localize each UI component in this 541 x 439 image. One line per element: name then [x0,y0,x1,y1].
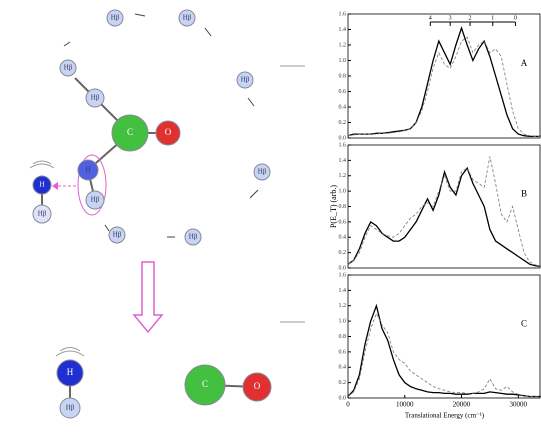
y-axis-label: P(E_T) (arb.) [329,185,338,228]
plot-frame [348,14,540,138]
y-tick-label: 1.0 [339,319,347,325]
x-tick-label: 0 [346,401,350,409]
y-tick-label: 0.0 [339,265,347,271]
atom-label: Hβ [189,233,198,241]
comb-label: 3 [449,15,452,21]
atom-label: Hβ [66,404,75,412]
y-tick-label: 0.2 [339,380,347,386]
panel-label: B [521,189,527,199]
y-tick-label: 0.6 [339,219,347,225]
atom-label: Hβ [111,14,120,22]
y-tick-label: 1.2 [339,42,347,48]
series-line [348,168,541,266]
y-tick-label: 0.6 [339,349,347,355]
diagram: Hβ Hβ Hβ Hβ Hβ Hβ Hβ Hβ C O H Hβ H Hβ H Hβ C O [30,10,305,418]
atom-label: Hβ [91,196,100,204]
series-line [348,306,541,397]
atom-label: Hβ [258,168,267,176]
y-tick-label: 1.2 [339,303,347,309]
atom-label: Hβ [183,14,192,22]
series-line [348,28,541,136]
atom-label: C [127,127,133,137]
y-tick-label: 1.2 [339,173,347,179]
comb-label: 4 [429,15,432,21]
y-tick-label: 0.4 [339,235,347,241]
x-tick-label: 20000 [453,401,471,409]
wave-icon [56,348,84,357]
comb-label: 1 [491,15,494,21]
x-tick-label: 10000 [396,401,414,409]
plot-frame [348,145,540,268]
x-axis-label: Translational Energy (cm⁻¹) [405,412,485,420]
arrowhead [52,182,58,190]
comb-label: 2 [469,15,472,21]
y-tick-label: 1.4 [339,27,347,33]
atom-label: Hβ [91,94,100,102]
reaction-arrow [134,262,162,332]
y-tick-label: 0.8 [339,334,347,340]
y-tick-label: 0.4 [339,365,347,371]
atom-label: O [165,127,172,137]
y-tick-label: 1.4 [339,158,347,164]
y-tick-label: 1.6 [339,11,347,17]
y-tick-label: 0.8 [339,204,347,210]
y-tick-label: 1.0 [339,58,347,64]
atom-label: Hβ [241,76,250,84]
series-line [348,313,541,396]
y-tick-label: 0.6 [339,89,347,95]
y-tick-label: 0.2 [339,250,347,256]
atom-label: H [39,181,44,189]
y-tick-label: 0.4 [339,104,347,110]
atom-label: Hβ [113,231,122,239]
atom-label: O [254,381,261,391]
panel-label: C [521,319,527,329]
y-tick-label: 1.4 [339,288,347,294]
x-tick-label: 30000 [510,401,528,409]
y-tick-label: 1.0 [339,189,347,195]
y-tick-label: 1.6 [339,272,347,278]
comb-label: 0 [514,15,517,21]
plots: 0.0 0.2 0.4 0.6 0.8 1.0 1.2 1.4 1.6 4 3 2 1 0 A 0.0 0.2 0… [329,11,541,419]
figure: HβHβHβHβHβHβHβHβCOHHβHHβHHβCO 0.00.20.40… [0,0,541,439]
atom-label: H [85,166,90,174]
y-tick-label: 0.0 [339,395,347,401]
panel-label: A [521,58,528,68]
y-tick-label: 0.0 [339,135,347,141]
atom-label: C [202,379,208,389]
y-tick-label: 0.2 [339,120,347,126]
y-tick-label: 0.8 [339,73,347,79]
atom-label: Hβ [64,64,73,72]
atom-label: Hβ [38,210,47,218]
y-tick-label: 1.6 [339,142,347,148]
atom-label: H [67,367,74,377]
wave-icon [30,161,54,168]
plot-frame [348,275,540,398]
